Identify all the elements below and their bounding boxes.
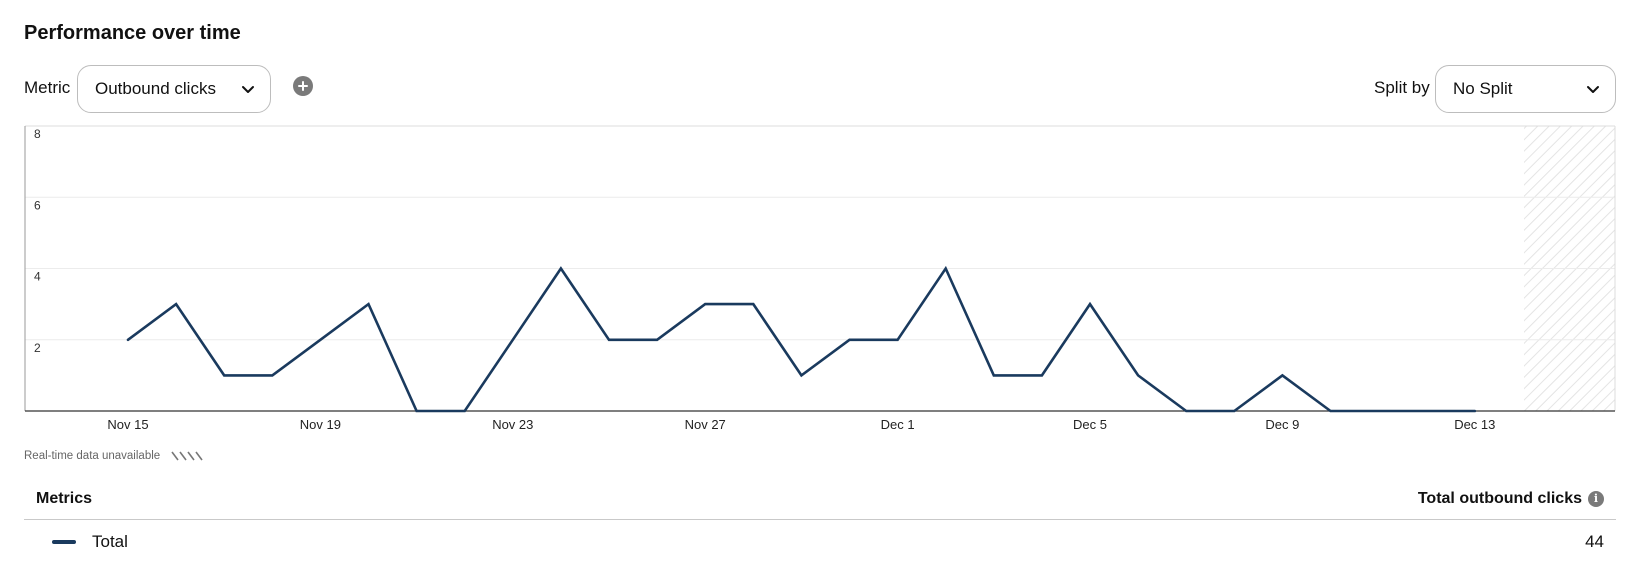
- row-label: Total: [92, 532, 128, 551]
- x-tick-label: Dec 1: [881, 417, 915, 432]
- x-tick-label: Dec 13: [1454, 417, 1495, 432]
- x-tick-label: Nov 19: [300, 417, 341, 432]
- table-row: Total 44: [24, 522, 1616, 562]
- add-metric-button[interactable]: [293, 76, 313, 96]
- split-select-value: No Split: [1453, 79, 1513, 98]
- metric-select-value: Outbound clicks: [95, 79, 216, 98]
- performance-chart: 2 4 6 8 Nov 15 Nov 19 Nov 23 Nov 27 Dec 1 Dec 5 De…: [24, 125, 1616, 432]
- metric-label: Metric: [24, 78, 71, 97]
- y-tick-label: 6: [34, 198, 41, 212]
- x-tick-label: Dec 5: [1073, 417, 1107, 432]
- row-value: 44: [1585, 532, 1604, 551]
- chevron-down-icon: [1587, 86, 1599, 93]
- hatch-swatch-icon: [171, 451, 203, 461]
- y-tick-label: 4: [34, 270, 41, 284]
- y-tick-label: 8: [34, 127, 41, 141]
- x-tick-label: Dec 9: [1265, 417, 1299, 432]
- plus-icon: [298, 81, 308, 91]
- chevron-down-icon: [242, 86, 254, 93]
- split-select[interactable]: No Split: [1435, 65, 1616, 113]
- realtime-note-text: Real-time data unavailable: [24, 450, 161, 462]
- x-tick-label: Nov 27: [685, 417, 726, 432]
- page-title: Performance over time: [24, 22, 241, 44]
- series-line: [126, 265, 1477, 413]
- realtime-note: Real-time data unavailable: [24, 450, 206, 462]
- total-clicks-header: Total outbound clicks: [1417, 489, 1582, 507]
- metric-select[interactable]: Outbound clicks: [77, 65, 271, 113]
- total-clicks-header-group: Total outbound clicks i: [1418, 490, 1604, 508]
- x-tick-label: Nov 23: [492, 417, 533, 432]
- x-tick-label: Nov 15: [107, 417, 148, 432]
- metrics-header: Metrics: [36, 489, 93, 507]
- metrics-table-header: Metrics Total outbound clicks i: [24, 478, 1616, 520]
- info-icon[interactable]: i: [1588, 490, 1604, 507]
- y-tick-label: 2: [34, 341, 41, 355]
- split-label: Split by: [1374, 78, 1430, 97]
- row-label-group: Total: [52, 532, 128, 552]
- series-swatch: [52, 540, 76, 544]
